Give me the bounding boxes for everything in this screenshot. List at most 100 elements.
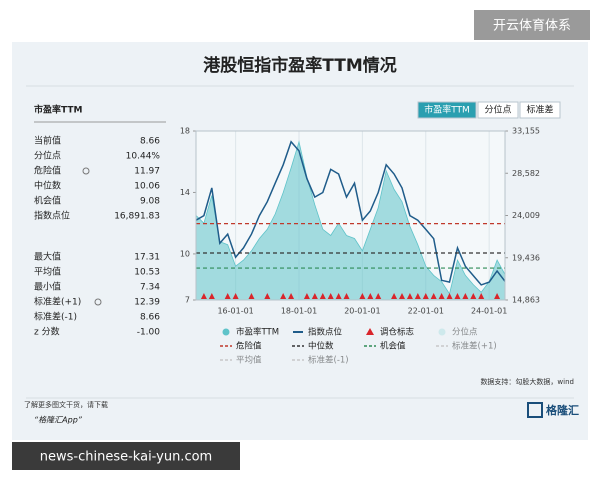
url-bg xyxy=(12,442,240,470)
signal xyxy=(208,293,215,299)
signal xyxy=(406,293,413,299)
legend-label[interactable]: 机会值 xyxy=(380,341,406,352)
legend-label[interactable]: 分位点 xyxy=(452,327,478,338)
info-icon[interactable] xyxy=(94,298,102,306)
signal xyxy=(200,293,207,299)
stat-value: 8.66 xyxy=(140,137,160,147)
x-tick-label: 16-01-01 xyxy=(217,307,253,316)
source: 数据支持：勾股大数据，wind xyxy=(480,377,574,386)
legend-label[interactable]: 平均值 xyxy=(236,355,262,366)
legend-label[interactable]: 指数点位 xyxy=(308,327,343,338)
legend-label[interactable]: 中位数 xyxy=(308,341,334,352)
signal xyxy=(422,293,429,299)
stat-label: 危险值 xyxy=(34,165,61,177)
legend-swatch xyxy=(366,328,374,335)
signal xyxy=(438,293,445,299)
panel-title: 市盈率TTM xyxy=(34,104,82,116)
signal xyxy=(375,293,382,299)
y-tick-label: 7 xyxy=(185,296,190,305)
stat-value: 10.06 xyxy=(134,182,160,192)
y-tick-label: 18 xyxy=(180,127,190,136)
logo-icon xyxy=(527,402,543,418)
signal xyxy=(280,293,287,299)
info-icon[interactable] xyxy=(82,167,90,175)
footer-app: “格隆汇App” xyxy=(34,416,83,425)
stat-value: -1.00 xyxy=(137,328,161,338)
signal xyxy=(319,293,326,299)
stat-label: 指数点位 xyxy=(34,210,70,222)
stat-label: 标准差(+1) xyxy=(34,296,81,308)
signal xyxy=(470,293,477,299)
legend-label[interactable]: 市盈率TTM xyxy=(236,327,279,338)
y2-tick-label: 14,863 xyxy=(512,296,540,305)
stat-label: 机会值 xyxy=(34,195,61,207)
signal xyxy=(311,293,318,299)
stat-value: 7.34 xyxy=(140,283,160,293)
tab-label[interactable]: 标准差 xyxy=(526,104,553,116)
x-tick-label: 20-01-01 xyxy=(344,307,380,316)
footer-note: 了解更多图文干货，请下载 xyxy=(24,400,108,409)
signal xyxy=(359,293,366,299)
legend-swatch xyxy=(438,328,446,336)
title: 港股恒指市盈率TTM情况 xyxy=(203,55,397,76)
signal xyxy=(478,293,485,299)
tab[interactable] xyxy=(417,101,477,119)
tab[interactable] xyxy=(519,101,561,119)
signal xyxy=(494,293,501,299)
badge-bg xyxy=(474,10,590,40)
x-tick-label: 18-01-01 xyxy=(281,307,317,316)
y2-tick-label: 33,155 xyxy=(512,127,540,136)
tab[interactable] xyxy=(477,101,519,119)
signal xyxy=(248,293,255,299)
y2-tick-label: 28,582 xyxy=(512,169,540,178)
signal xyxy=(303,293,310,299)
signal xyxy=(414,293,421,299)
signal xyxy=(335,293,342,299)
signal xyxy=(367,293,374,299)
signal xyxy=(391,293,398,299)
plot-frame xyxy=(195,130,506,301)
stat-label: 当前值 xyxy=(34,135,61,147)
url: news-chinese-kai-yun.com xyxy=(40,450,212,465)
signal xyxy=(224,293,231,299)
tab-label[interactable]: 市盈率TTM xyxy=(424,104,470,116)
stat-label: 最小值 xyxy=(34,281,61,293)
signal xyxy=(343,293,350,299)
stat-label: 分位点 xyxy=(34,150,61,162)
signal xyxy=(399,293,405,299)
y2-tick-label: 24,009 xyxy=(512,211,540,220)
signal xyxy=(288,293,295,299)
signal xyxy=(430,293,437,299)
stat-label: 平均值 xyxy=(34,266,61,278)
stat-value: 17.31 xyxy=(134,253,160,263)
legend-label[interactable]: 标准差(+1) xyxy=(452,341,497,352)
signal xyxy=(264,293,271,299)
badge: 开云体育体系 xyxy=(493,18,571,34)
signal xyxy=(327,293,334,299)
y2-tick-label: 19,436 xyxy=(512,253,540,262)
signal xyxy=(232,293,239,299)
stat-value: 8.66 xyxy=(140,313,160,323)
x-tick-label: 24-01-01 xyxy=(471,307,507,316)
stat-value: 10.53 xyxy=(134,268,160,278)
legend-label[interactable]: 调仓标志 xyxy=(380,327,415,338)
logo: 格隆汇 xyxy=(546,403,579,417)
signal xyxy=(462,293,469,299)
stat-value: 12.39 xyxy=(134,298,160,308)
legend-swatch xyxy=(222,328,230,336)
stat-label: 标准差(-1) xyxy=(34,311,77,323)
signal xyxy=(454,293,461,299)
y-tick-label: 10 xyxy=(180,249,190,258)
stat-value: 11.97 xyxy=(134,167,160,177)
pe-area xyxy=(195,140,506,301)
legend-label[interactable]: 危险值 xyxy=(236,341,262,352)
index-line xyxy=(195,140,506,286)
y-tick-label: 14 xyxy=(180,188,190,197)
stat-value: 9.08 xyxy=(140,197,160,207)
stat-value: 16,891.83 xyxy=(114,212,160,222)
legend-label[interactable]: 标准差(-1) xyxy=(308,355,349,366)
stat-label: 最大值 xyxy=(34,251,61,263)
tab-label[interactable]: 分位点 xyxy=(484,104,511,116)
stat-value: 10.44% xyxy=(126,152,161,162)
